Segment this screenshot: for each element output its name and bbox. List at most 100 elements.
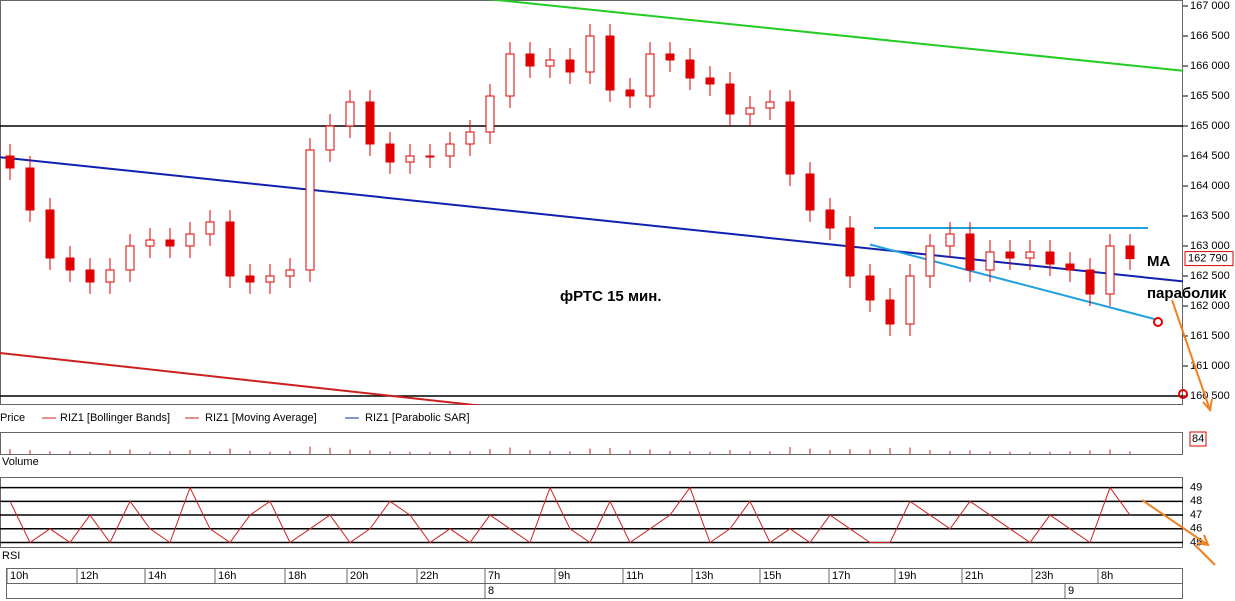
candle-body xyxy=(205,221,215,235)
candle-body xyxy=(1085,269,1095,295)
candle-body xyxy=(845,227,855,277)
y-tick-label: 161 500 xyxy=(1190,330,1230,342)
ma-label: MA xyxy=(1147,253,1170,270)
y-tick-label: 162 000 xyxy=(1190,300,1230,312)
rsi-line xyxy=(9,486,1131,544)
volume-title: Volume xyxy=(2,456,39,468)
arrow xyxy=(1171,299,1213,413)
candle-body xyxy=(685,59,695,79)
candle-body xyxy=(925,245,935,277)
time-label: 10h xyxy=(10,570,28,582)
candle-body xyxy=(1105,245,1115,295)
arrow xyxy=(1141,499,1210,547)
candle-body xyxy=(485,95,495,133)
volume-tick-label: 84 xyxy=(1192,433,1204,445)
marker xyxy=(1153,317,1163,327)
candle-body xyxy=(785,101,795,175)
candle-body xyxy=(1125,245,1135,260)
candle-body xyxy=(745,107,755,115)
rsi-frame xyxy=(0,477,1183,548)
candle-body xyxy=(805,173,815,211)
candle-body xyxy=(905,275,915,325)
candle-body xyxy=(865,275,875,301)
candle-body xyxy=(565,59,575,73)
y-tick-label: 164 000 xyxy=(1190,180,1230,192)
volume-frame xyxy=(0,432,1183,455)
trend-line xyxy=(0,351,484,405)
candle-body xyxy=(125,245,135,271)
y-tick-label: 163 500 xyxy=(1190,210,1230,222)
candle-body xyxy=(705,77,715,85)
rsi-tick-label: 47 xyxy=(1190,509,1202,521)
day-label: 9 xyxy=(1068,585,1074,597)
time-label: 19h xyxy=(898,570,916,582)
candle-body xyxy=(945,233,955,247)
rsi-tick-label: 46 xyxy=(1190,523,1202,535)
legend-label: Price xyxy=(0,412,25,424)
candle-body xyxy=(725,83,735,115)
candle-body xyxy=(405,155,415,163)
candle-body xyxy=(1045,251,1055,265)
main-frame xyxy=(0,0,1183,405)
candle-body xyxy=(1005,251,1015,259)
candle-body xyxy=(885,299,895,325)
time-label: 16h xyxy=(218,570,236,582)
candle-body xyxy=(85,269,95,283)
candle-body xyxy=(445,143,455,157)
y-tick-label: 165 500 xyxy=(1190,90,1230,102)
y-tick-label: 161 000 xyxy=(1190,360,1230,372)
candle-body xyxy=(5,155,15,169)
candle-body xyxy=(165,239,175,247)
candle-body xyxy=(245,275,255,283)
candle-body xyxy=(465,131,475,145)
time-label: 14h xyxy=(148,570,166,582)
candle-body xyxy=(145,239,155,247)
candle-body xyxy=(1065,263,1075,271)
candle-body xyxy=(645,53,655,97)
time-label: 12h xyxy=(80,570,98,582)
candle-body xyxy=(345,101,355,127)
candle-body xyxy=(665,53,675,61)
candle-body xyxy=(625,89,635,97)
y-tick-label: 160 500 xyxy=(1190,390,1230,402)
candle-body xyxy=(525,53,535,67)
y-tick-label: 165 000 xyxy=(1190,120,1230,132)
y-tick-label: 164 500 xyxy=(1190,150,1230,162)
trend-line xyxy=(487,0,1183,72)
last-price-label: 162 790 xyxy=(1188,253,1228,265)
time-label: 23h xyxy=(1035,570,1053,582)
time-label: 18h xyxy=(288,570,306,582)
time-label: 9h xyxy=(558,570,570,582)
candle-body xyxy=(185,233,195,247)
candle-body xyxy=(225,221,235,277)
time-label: 11h xyxy=(626,570,644,582)
annotation: фРТС 15 мин. xyxy=(560,288,662,305)
y-tick-label: 166 000 xyxy=(1190,60,1230,72)
candle-body xyxy=(965,233,975,271)
candle-body xyxy=(585,35,595,73)
candle-body xyxy=(45,209,55,259)
candle-body xyxy=(365,101,375,145)
trend-line xyxy=(869,243,1156,321)
candle-body xyxy=(1025,251,1035,259)
time-label: 21h xyxy=(965,570,983,582)
candle-body xyxy=(385,143,395,163)
candle-body xyxy=(65,257,75,271)
volume-tick-box xyxy=(1189,431,1207,447)
candle-body xyxy=(425,155,435,158)
candle-body xyxy=(285,269,295,277)
time-label: 8h xyxy=(1101,570,1113,582)
y-tick-label: 163 000 xyxy=(1190,240,1230,252)
candle-body xyxy=(305,149,315,271)
legend-label: RIZ1 [Moving Average] xyxy=(205,412,317,424)
candle-body xyxy=(105,269,115,283)
y-tick-label: 162 500 xyxy=(1190,270,1230,282)
last-price-box xyxy=(1184,251,1234,267)
candle-body xyxy=(505,53,515,97)
time-label: 17h xyxy=(832,570,850,582)
candle-body xyxy=(765,101,775,109)
time-label: 22h xyxy=(420,570,438,582)
day-label: 8 xyxy=(488,585,494,597)
y-tick-label: 167 000 xyxy=(1190,0,1230,12)
